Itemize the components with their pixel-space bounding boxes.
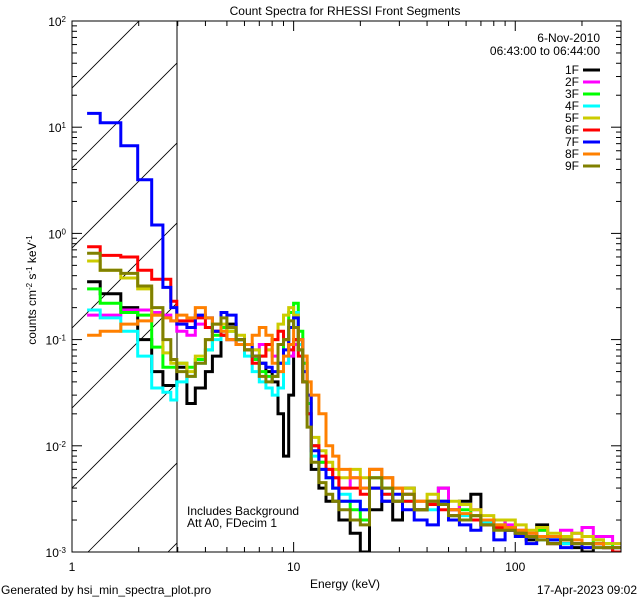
series-line-7F — [87, 111, 621, 550]
series-line-4F — [87, 308, 621, 550]
date-label: 6-Nov-2010 — [537, 31, 600, 45]
legend-label-3F: 3F — [565, 87, 579, 101]
legend-label-7F: 7F — [565, 135, 579, 149]
x-tick-label: 1 — [69, 560, 76, 574]
hatch-line — [87, 462, 177, 552]
series-line-6F — [87, 245, 621, 552]
legend-label-8F: 8F — [565, 147, 579, 161]
x-axis-label: Energy (keV) — [310, 577, 380, 591]
legend-label-4F: 4F — [565, 99, 579, 113]
legend-label-1F: 1F — [565, 63, 579, 77]
y-tick-label: 100 — [48, 227, 66, 242]
time-range-label: 06:43:00 to 06:44:00 — [490, 44, 600, 58]
x-tick-label: 10 — [287, 560, 301, 574]
y-tick-label: 10-3 — [46, 546, 67, 561]
y-axis-label: counts cm-2 s-1 keV-1 — [25, 235, 40, 345]
y-tick-label: 10-2 — [46, 439, 67, 454]
legend-label-5F: 5F — [565, 111, 579, 125]
series-line-3F — [87, 287, 621, 550]
chart-title: Count Spectra for RHESSI Front Segments — [230, 4, 461, 18]
hatch-line — [600, 0, 640, 600]
series-group — [87, 111, 621, 552]
y-tick-label: 10-1 — [46, 333, 67, 348]
x-tick-label: 100 — [505, 560, 525, 574]
hatch-line — [72, 62, 177, 169]
y-tick-label: 102 — [48, 15, 66, 30]
footer-timestamp: 17-Apr-2023 09:02 — [537, 583, 637, 597]
series-line-1F — [87, 280, 621, 552]
annotation-attenuator: Att A0, FDecim 1 — [187, 516, 277, 530]
series-line-8F — [87, 306, 621, 550]
y-tick-label: 101 — [48, 121, 66, 136]
footer-generated-by: Generated by hsi_min_spectra_plot.pro — [1, 583, 211, 597]
legend-label-9F: 9F — [565, 159, 579, 173]
plot-frame — [71, 20, 622, 553]
hatch-line — [0, 0, 80, 600]
series-line-9F — [87, 251, 621, 550]
axes: 1 10 100 102 101 100 10-1 10-2 10-3 — [46, 15, 622, 574]
hatch-line — [520, 0, 640, 600]
hatch-line — [72, 21, 140, 89]
annotation-background: Includes Background — [187, 504, 299, 518]
legend-label-6F: 6F — [565, 123, 579, 137]
legend-label-2F: 2F — [565, 75, 579, 89]
